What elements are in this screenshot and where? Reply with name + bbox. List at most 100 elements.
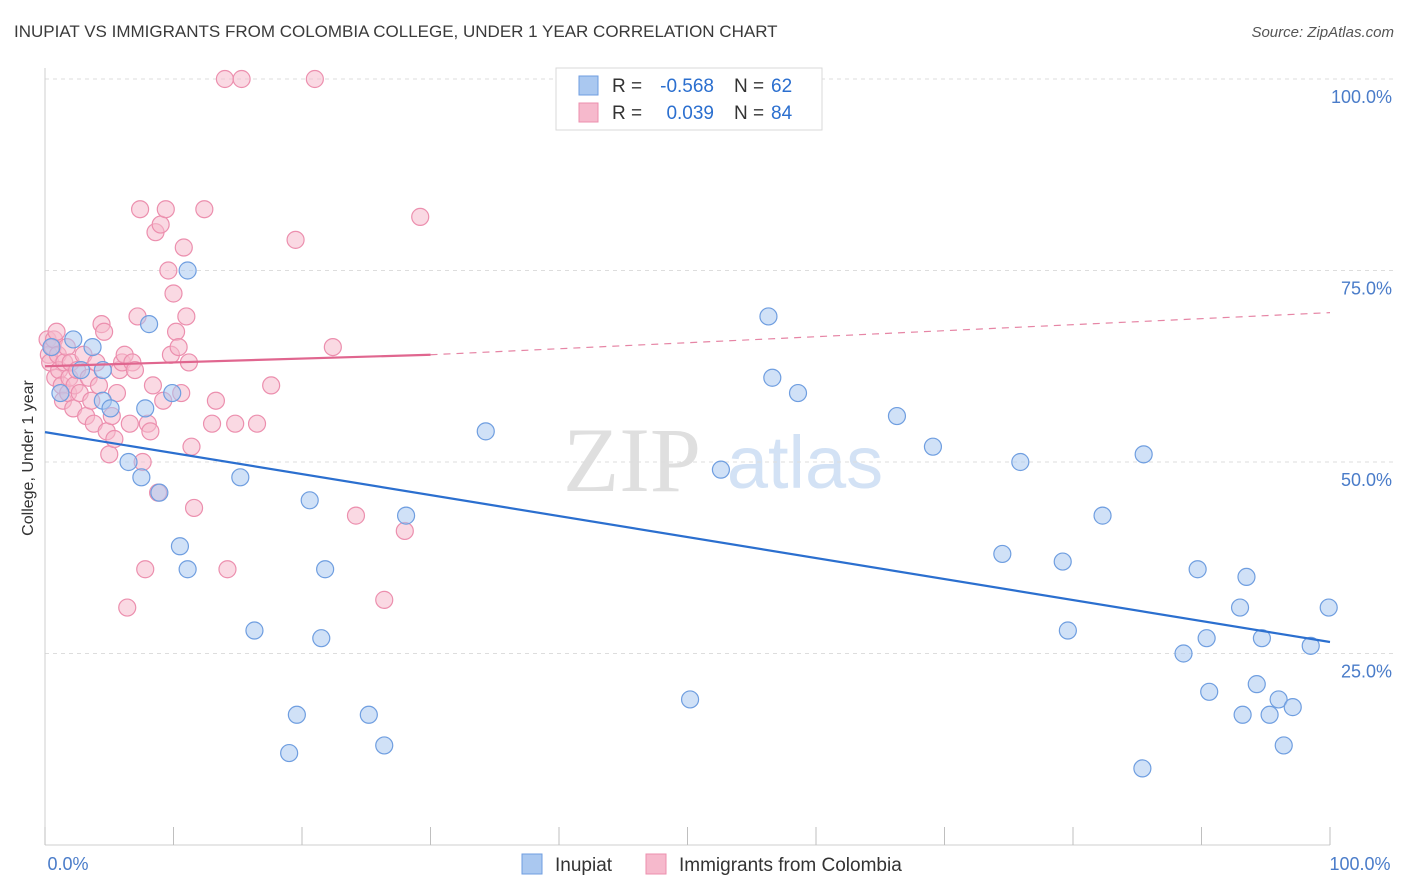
colombia-point [375,590,394,609]
legend-n-label-1: N = [734,76,764,97]
inupiat-point [1188,560,1207,579]
inupiat-point [1058,621,1077,640]
inupiat-point [1197,629,1216,648]
inupiat-point [1301,636,1320,655]
colombia-point [100,445,119,464]
chart-title: INUPIAT VS IMMIGRANTS FROM COLOMBIA COLL… [14,22,778,41]
inupiat-point [1247,675,1266,694]
inupiat-point [178,261,197,280]
inupiat-point [1283,698,1302,717]
inupiat-point [396,506,416,525]
colombia-point [184,498,204,518]
colombia-point [136,560,155,579]
inupiat-point [64,330,83,349]
colombia-point [174,238,193,257]
legend-n-label-2: N = [734,103,764,124]
colombia-point [164,284,183,303]
inupiat-point [887,406,907,426]
x-tick-label: 0.0% [47,854,88,874]
colombia-point [247,414,267,433]
colombia-point [206,391,226,410]
inupiat-point [119,452,138,472]
inupiat-point [476,422,495,441]
inupiat-point [1011,452,1030,472]
colombia-trend-line [44,353,431,368]
colombia-point [262,376,281,395]
watermark-zip: ZIP [563,409,701,511]
bottom-legend-label-colombia: Immigrants from Colombia [679,855,902,876]
legend-r-label-2: R = [612,103,642,124]
legend-r-label-1: R = [612,76,642,97]
inupiat-point [1200,682,1219,701]
colombia-point [305,69,324,89]
inupiat-point [101,399,120,418]
colombia-point [395,521,414,541]
inupiat-point [136,399,155,418]
colombia-point [89,376,109,395]
legend-r-value-2: 0.039 [666,103,714,124]
inupiat-point [245,621,264,640]
inupiat-point [231,468,250,487]
inupiat-point [287,705,306,724]
y-tick-label: 25.0% [1341,662,1392,682]
colombia-point [141,422,160,441]
colombia-point [159,261,178,280]
inupiat-point [680,690,700,709]
legend-n-value-2: 84 [771,103,793,124]
inupiat-point [51,383,70,403]
inupiat-point [280,743,299,763]
inupiat-point [1174,644,1193,663]
legend-r-value-1: -0.568 [660,76,714,97]
gridlines: 25.0% 50.0% 75.0% 100.0% [45,78,1395,682]
colombia-point [226,414,245,433]
inupiat-point [923,437,943,456]
inupiat-point [359,705,378,724]
colombia-point [118,598,137,617]
inupiat-point [1260,705,1279,724]
inupiat-point [1274,736,1293,755]
bottom-legend-swatch-colombia [645,853,667,875]
colombia-point [232,69,251,89]
inupiat-point [139,315,159,334]
trend-lines [44,312,1331,644]
colombia-point [95,322,114,341]
colombia-point [47,322,66,341]
inupiat-point [1233,705,1252,724]
colombia-point [177,307,196,326]
inupiat-point [316,560,335,579]
x-tick-label: 100.0% [1329,854,1390,874]
inupiat-point [300,491,319,510]
legend-swatch-colombia [578,102,599,123]
inupiat-point [763,368,782,387]
inupiat-point [93,360,112,380]
colombia-point [286,230,305,249]
colombia-point [323,338,342,357]
inupiat-point [150,483,169,502]
colombia-point [218,560,237,579]
colombia-point [107,383,127,403]
inupiat-point [375,736,394,755]
inupiat-trend-line [44,431,1331,644]
inupiat-point [312,629,331,648]
y-tick-label: 75.0% [1341,279,1392,299]
colombia-point [169,338,188,357]
bottom-legend-swatch-inupiat [521,853,543,875]
colombia-point [143,376,163,395]
colombia-point [182,437,201,456]
inupiat-point [163,383,182,403]
inupiat-point [1093,506,1112,525]
colombia-trend-extension [430,312,1331,356]
colombia-point [120,414,139,433]
y-axis-label: College, Under 1 year [20,380,37,536]
y-tick-label: 50.0% [1341,470,1392,490]
inupiat-point [711,460,731,479]
inupiat-point [1237,567,1256,587]
y-tick-label: 100.0% [1331,87,1392,107]
bottom-legend-label-inupiat: Inupiat [555,855,613,876]
inupiat-point [83,338,102,357]
inupiat-point [759,307,778,326]
axes: 0.0% 100.0% [44,68,1391,874]
colombia-point [195,200,214,219]
legend-n-value-1: 62 [771,76,792,97]
